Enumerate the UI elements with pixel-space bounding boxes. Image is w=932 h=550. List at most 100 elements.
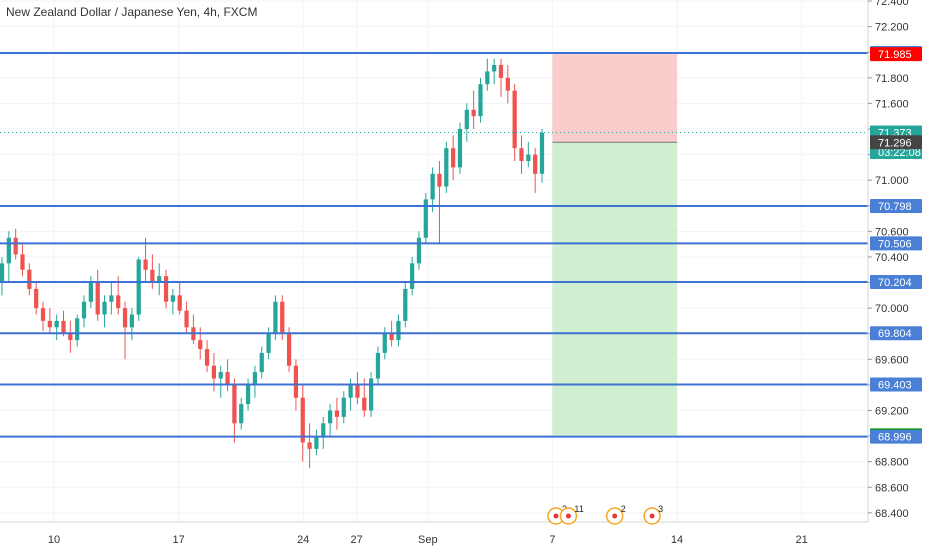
- entry-price-tag: [870, 135, 922, 150]
- candle-body: [40, 308, 46, 321]
- x-tick-label: Sep: [418, 534, 438, 546]
- candle-body: [307, 442, 312, 449]
- candle-body: [314, 436, 319, 449]
- x-tick-label: 7: [549, 534, 555, 546]
- candle-body: [362, 397, 367, 411]
- candle-body: [27, 269, 32, 289]
- y-tick-label: 68.800: [875, 457, 909, 469]
- candle-body: [34, 288, 39, 309]
- event-marker-count: 3: [658, 504, 663, 514]
- candle-body: [150, 269, 155, 283]
- candle-body: [232, 384, 237, 424]
- candle-body: [368, 378, 374, 411]
- level-price-label: 70.204: [878, 277, 912, 289]
- level-price-tag: [870, 199, 922, 214]
- candle-body: [539, 132, 545, 174]
- candle-body: [143, 259, 148, 270]
- candle-body: [498, 65, 504, 78]
- candle-body: [20, 254, 25, 270]
- candle-body: [300, 397, 305, 443]
- candle-body: [423, 199, 428, 238]
- x-tick-label: 10: [48, 534, 60, 546]
- y-tick-label: 71.800: [875, 73, 909, 85]
- event-marker-dot: [553, 513, 559, 519]
- candle-body: [327, 410, 333, 424]
- candle-body: [505, 77, 510, 91]
- x-axis-panel: [0, 523, 868, 550]
- level-price-label: 70.506: [878, 238, 912, 250]
- y-tick-label: 68.600: [875, 482, 909, 494]
- candle-body: [273, 301, 278, 334]
- candle-body: [239, 404, 244, 424]
- y-tick-label: 70.000: [875, 303, 909, 315]
- horizontal-levels[interactable]: [0, 51, 868, 438]
- candle-body: [163, 276, 169, 302]
- x-tick-label: 24: [297, 534, 309, 546]
- price-labels: 71.99471.98571.37303:22:0871.29670.79870…: [870, 45, 922, 444]
- event-marker-dot: [612, 513, 618, 519]
- level-price-label: 70.798: [878, 201, 912, 213]
- event-marker-dot: [565, 513, 571, 519]
- candle-body: [170, 295, 176, 302]
- grid-lines: [0, 0, 868, 522]
- candle-body: [403, 288, 408, 321]
- level-price-label: 68.996: [878, 432, 912, 444]
- event-marker-count: 11: [574, 504, 583, 514]
- candle-body: [245, 384, 251, 405]
- x-tick-label: 27: [350, 534, 362, 546]
- position-zones[interactable]: [552, 54, 677, 436]
- candle-body: [122, 308, 128, 328]
- event-marker-dot: [649, 513, 655, 519]
- candle-body: [0, 263, 5, 283]
- candle-body: [410, 263, 415, 289]
- x-tick-label: 17: [172, 534, 184, 546]
- x-tick-label: 14: [671, 534, 683, 546]
- candle-body: [492, 65, 497, 72]
- candle-body: [519, 148, 524, 161]
- candle-body: [321, 423, 326, 437]
- candle-body: [485, 71, 490, 85]
- level-price-tag: [870, 236, 922, 251]
- candle-body: [437, 173, 442, 187]
- y-tick-label: 71.600: [875, 98, 909, 110]
- candle-series: [0, 58, 545, 469]
- stop-price-label: 71.985: [878, 49, 912, 61]
- y-tick-label: 69.200: [875, 405, 909, 417]
- candle-body: [102, 301, 107, 315]
- event-markers[interactable]: 21123: [547, 504, 663, 525]
- candle-body: [184, 310, 189, 328]
- candle-body: [225, 372, 230, 385]
- candle-body: [451, 148, 456, 168]
- candle-body: [157, 276, 162, 283]
- candle-body: [293, 365, 299, 398]
- level-price-tag: [870, 377, 922, 392]
- candle-body: [177, 295, 182, 311]
- candle-body: [512, 90, 517, 149]
- y-axis-panel: [869, 0, 932, 550]
- y-tick-label: 69.600: [875, 354, 909, 366]
- y-tick-label: 72.200: [875, 22, 909, 34]
- event-marker-count: 2: [621, 504, 626, 514]
- chart-title: New Zealand Dollar / Japanese Yen, 4h, F…: [6, 5, 258, 19]
- level-price-tag: [870, 275, 922, 290]
- candle-body: [526, 154, 531, 161]
- take-profit-zone[interactable]: [552, 142, 677, 436]
- y-tick-label: 70.400: [875, 252, 909, 264]
- candle-body: [348, 384, 353, 398]
- candle-body: [68, 333, 73, 341]
- candle-body: [471, 109, 476, 117]
- y-tick-label: 72.400: [875, 0, 909, 8]
- y-tick-label: 71.000: [875, 175, 909, 187]
- candle-body: [286, 333, 292, 366]
- candle-body: [211, 365, 217, 379]
- candle-body: [75, 318, 80, 341]
- stop-loss-zone[interactable]: [552, 54, 677, 143]
- candle-body: [389, 333, 394, 341]
- stop-price-tag: [870, 47, 922, 62]
- candle-body: [129, 314, 134, 328]
- candle-body: [464, 109, 469, 129]
- candle-body: [47, 320, 52, 328]
- candle-body: [252, 372, 258, 385]
- candle-body: [61, 320, 66, 334]
